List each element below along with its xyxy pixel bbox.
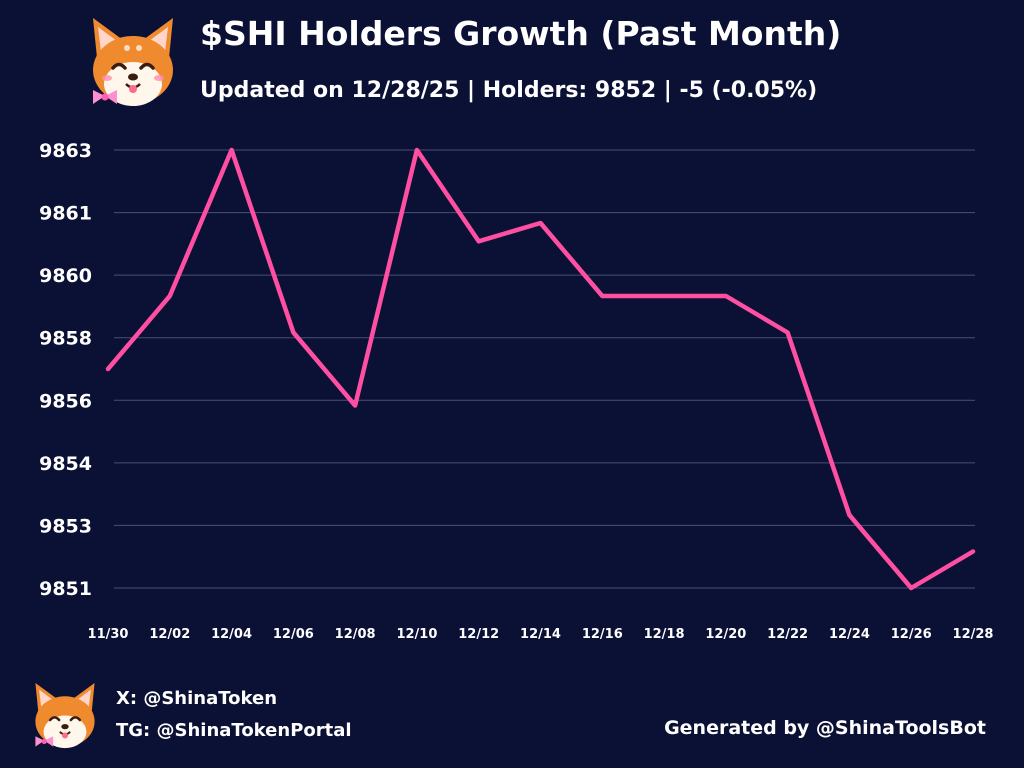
holders-series-line [105, 147, 976, 591]
x-tick-label: 12/06 [273, 627, 314, 642]
x-tick-label: 12/28 [953, 627, 994, 642]
shiba-dog-mascot-small-icon [35, 682, 95, 749]
footer-x-handle: X: @ShinaToken [116, 688, 278, 709]
y-tick-label: 9856 [39, 390, 92, 412]
x-tick-label: 12/10 [396, 627, 437, 642]
footer-tg-handle: TG: @ShinaTokenPortal [116, 720, 352, 741]
x-axis-ticks: 11/30 12/02 12/04 12/06 12/08 12/10 12/12 12/14… [88, 627, 994, 642]
y-axis-ticks: 9863 9861 9860 9858 9856 9854 9853 9851 [39, 140, 92, 600]
y-tick-label: 9858 [39, 328, 92, 350]
x-tick-label: 12/02 [149, 627, 190, 642]
y-tick-label: 9853 [39, 515, 92, 537]
chart-title: $SHI Holders Growth (Past Month) [200, 14, 842, 53]
holders-line-chart: 9863 9861 9860 9858 9856 9854 9853 9851 11/30 12… [39, 140, 994, 642]
x-tick-label: 12/22 [767, 627, 808, 642]
x-tick-label: 12/14 [520, 627, 561, 642]
footer-generated-by: Generated by @ShinaToolsBot [664, 717, 986, 739]
y-tick-label: 9854 [39, 453, 92, 475]
x-tick-label: 12/24 [829, 627, 870, 642]
y-tick-label: 9851 [39, 578, 92, 600]
x-tick-label: 12/20 [705, 627, 746, 642]
shiba-dog-mascot-icon [93, 18, 173, 106]
x-tick-label: 12/04 [211, 627, 252, 642]
x-tick-label: 12/12 [458, 627, 499, 642]
chart-subtitle: Updated on 12/28/25 | Holders: 9852 | -5… [200, 78, 818, 103]
y-tick-label: 9861 [39, 203, 92, 225]
y-tick-label: 9863 [39, 140, 92, 162]
x-tick-label: 12/26 [891, 627, 932, 642]
x-tick-label: 11/30 [88, 627, 129, 642]
grid-lines [114, 149, 975, 589]
x-tick-label: 12/16 [582, 627, 623, 642]
x-tick-label: 12/18 [644, 627, 685, 642]
x-tick-label: 12/08 [335, 627, 376, 642]
y-tick-label: 9860 [39, 265, 92, 287]
